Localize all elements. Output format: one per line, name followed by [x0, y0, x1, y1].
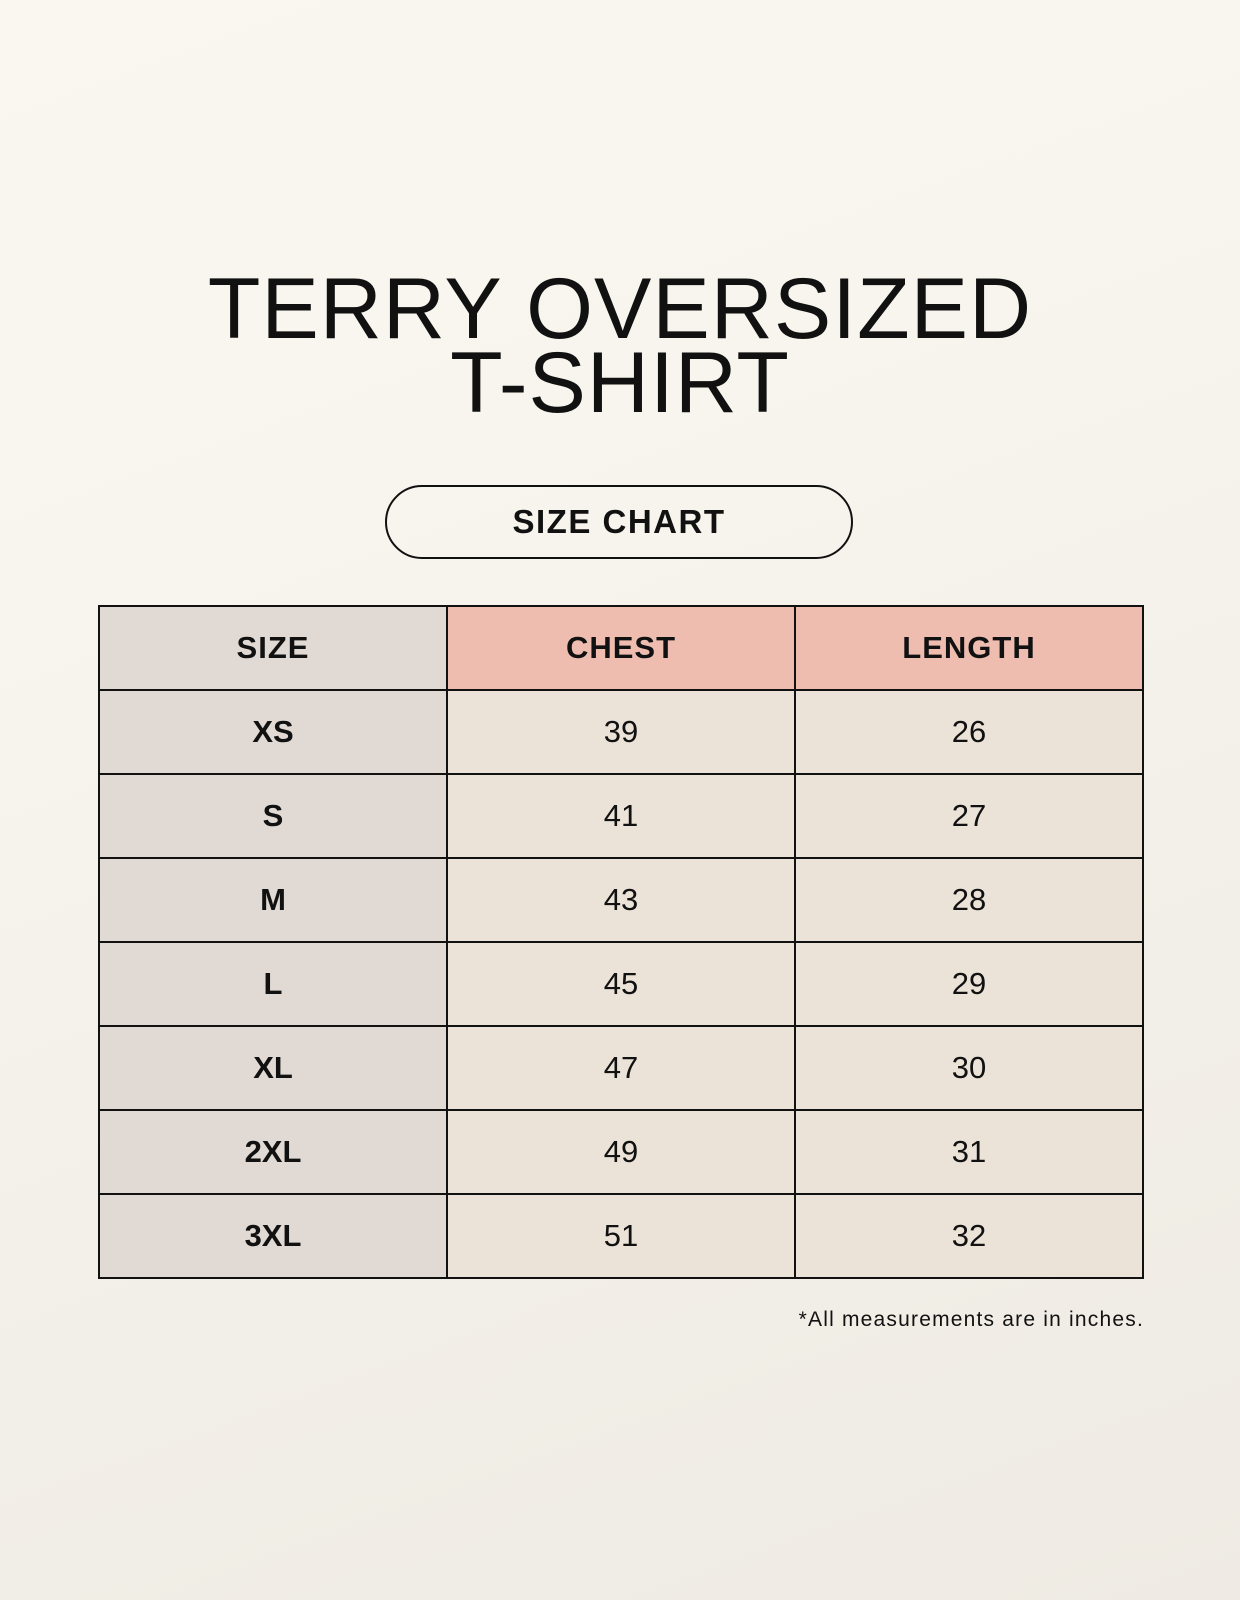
- table-header-row: SIZE CHEST LENGTH: [98, 605, 1144, 691]
- length-cell: 31: [794, 1109, 1144, 1195]
- chest-cell: 43: [446, 857, 796, 943]
- size-cell: XL: [98, 1025, 448, 1111]
- footnote: *All measurements are in inches.: [798, 1308, 1144, 1331]
- chest-cell: 49: [446, 1109, 796, 1195]
- table-row: L 45 29: [98, 941, 1144, 1027]
- length-cell: 30: [794, 1025, 1144, 1111]
- size-cell: 2XL: [98, 1109, 448, 1195]
- length-cell: 29: [794, 941, 1144, 1027]
- chest-cell: 45: [446, 941, 796, 1027]
- table-row: XS 39 26: [98, 689, 1144, 775]
- length-cell: 32: [794, 1193, 1144, 1279]
- table-row: XL 47 30: [98, 1025, 1144, 1111]
- size-table: SIZE CHEST LENGTH XS 39 26 S 41 27 M 43 28 L 45 29 X…: [98, 605, 1144, 1279]
- size-cell: XS: [98, 689, 448, 775]
- table-row: 2XL 49 31: [98, 1109, 1144, 1195]
- size-chart-badge: SIZE CHART: [385, 485, 853, 559]
- page-title: TERRY OVERSIZED T-SHIRT: [0, 261, 1240, 431]
- title-line-1: TERRY OVERSIZED: [207, 261, 1033, 357]
- length-cell: 28: [794, 857, 1144, 943]
- chest-cell: 39: [446, 689, 796, 775]
- size-cell: S: [98, 773, 448, 859]
- size-cell: L: [98, 941, 448, 1027]
- header-chest: CHEST: [446, 605, 796, 691]
- size-cell: 3XL: [98, 1193, 448, 1279]
- size-cell: M: [98, 857, 448, 943]
- table-row: S 41 27: [98, 773, 1144, 859]
- length-cell: 26: [794, 689, 1144, 775]
- title-line-2: T-SHIRT: [450, 335, 790, 431]
- table-row: 3XL 51 32: [98, 1193, 1144, 1279]
- length-cell: 27: [794, 773, 1144, 859]
- chest-cell: 51: [446, 1193, 796, 1279]
- header-size: SIZE: [98, 605, 448, 691]
- header-length: LENGTH: [794, 605, 1144, 691]
- chest-cell: 47: [446, 1025, 796, 1111]
- table-row: M 43 28: [98, 857, 1144, 943]
- chest-cell: 41: [446, 773, 796, 859]
